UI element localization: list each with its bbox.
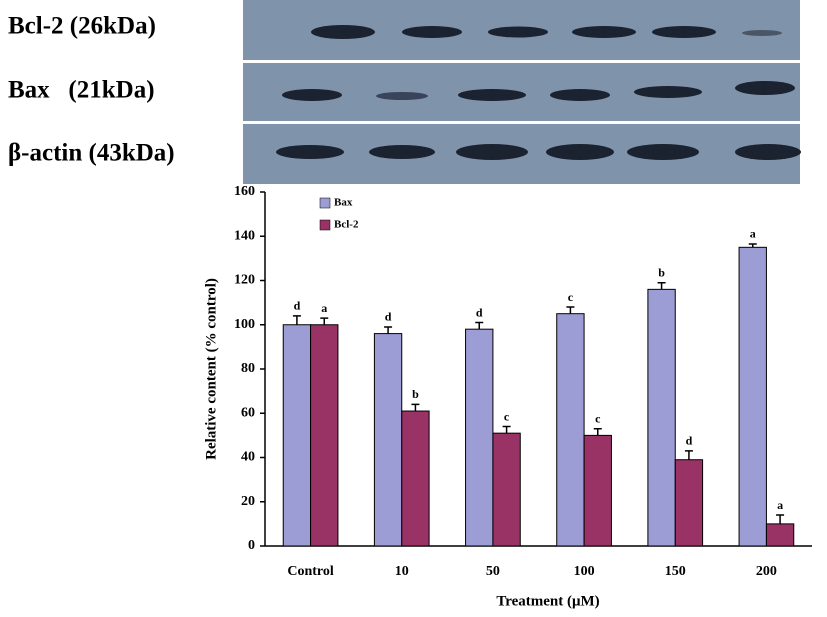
error-bar: [475, 321, 484, 330]
band: [652, 26, 716, 38]
y-tick-label: 40: [241, 450, 255, 465]
error-bar: [684, 450, 693, 460]
y-axis-title: Relative content (% control): [203, 278, 219, 460]
legend-swatch: [319, 197, 331, 209]
error-bar: [502, 425, 511, 434]
bar: [738, 246, 767, 547]
band: [369, 145, 435, 159]
bar: [282, 324, 312, 547]
band: [627, 144, 699, 160]
blot-label: β-actin (43kDa): [8, 140, 175, 167]
error-bar: [593, 427, 602, 436]
bar: [401, 410, 430, 547]
y-tick-label: 160: [234, 184, 255, 199]
error-bar: [748, 243, 757, 248]
significance-letter: d: [294, 299, 301, 313]
error-bar: [566, 306, 575, 314]
y-tick-label: 80: [241, 361, 255, 376]
blot-label: Bax (21kDa): [8, 77, 155, 104]
bar: [583, 434, 612, 547]
x-tick-label: 10: [395, 564, 409, 579]
bar: [373, 333, 403, 547]
band: [458, 89, 526, 101]
y-tick-label: 60: [241, 405, 255, 420]
error-bar: [411, 403, 420, 412]
band: [742, 30, 782, 36]
x-tick-label: 200: [756, 564, 777, 579]
y-tick-label: 120: [234, 273, 255, 288]
chart: Treatment (μM) Relative content (% contr…: [203, 184, 812, 609]
significance-letter: c: [568, 290, 574, 304]
bar: [492, 432, 521, 547]
significance-letter: c: [504, 409, 510, 423]
y-tick-label: 100: [234, 317, 255, 332]
band: [488, 26, 548, 38]
error-bar: [776, 514, 785, 524]
significance-letter: d: [476, 305, 483, 319]
error-bar: [384, 326, 393, 334]
band: [402, 26, 462, 38]
significance-letter: a: [777, 498, 783, 512]
x-tick-label: 150: [665, 564, 686, 579]
significance-letter: a: [750, 227, 756, 241]
band: [546, 144, 614, 160]
bar: [765, 523, 795, 547]
band: [550, 89, 610, 101]
bar: [674, 459, 704, 547]
bar: [647, 288, 676, 547]
band: [276, 145, 344, 159]
x-tick-label: Control: [287, 564, 334, 579]
band: [311, 25, 375, 39]
band: [282, 89, 342, 101]
y-tick-label: 20: [241, 494, 255, 509]
band: [456, 144, 528, 160]
bands: [276, 25, 801, 160]
blot-label: Bcl-2 (26kDa): [8, 13, 156, 40]
legend-label: Bax: [334, 197, 353, 209]
x-tick-label: 50: [486, 564, 500, 579]
legend-swatch: [319, 219, 331, 231]
band: [735, 81, 795, 95]
band: [376, 92, 428, 100]
bar: [465, 328, 494, 547]
x-tick-label: 100: [574, 564, 595, 579]
y-tick-label: 140: [234, 228, 255, 243]
legend-label: Bcl-2: [334, 219, 359, 231]
x-axis-title: Treatment (μM): [496, 593, 599, 609]
error-bar: [657, 281, 666, 290]
significance-letter: a: [321, 301, 327, 315]
band: [735, 144, 801, 160]
band: [572, 26, 636, 38]
significance-letter: b: [412, 387, 419, 401]
y-tick-label: 0: [248, 538, 255, 553]
significance-letter: b: [658, 265, 665, 279]
significance-letter: d: [686, 434, 693, 448]
bar: [310, 324, 339, 547]
significance-letter: d: [385, 310, 392, 324]
error-bar: [320, 317, 329, 325]
error-bar: [292, 315, 301, 325]
significance-letter: c: [595, 411, 601, 425]
blot: Bcl-2 (26kDa) Bax (21kDa) β-actin (43kDa…: [8, 0, 801, 184]
bar: [556, 313, 585, 547]
band: [634, 86, 702, 98]
